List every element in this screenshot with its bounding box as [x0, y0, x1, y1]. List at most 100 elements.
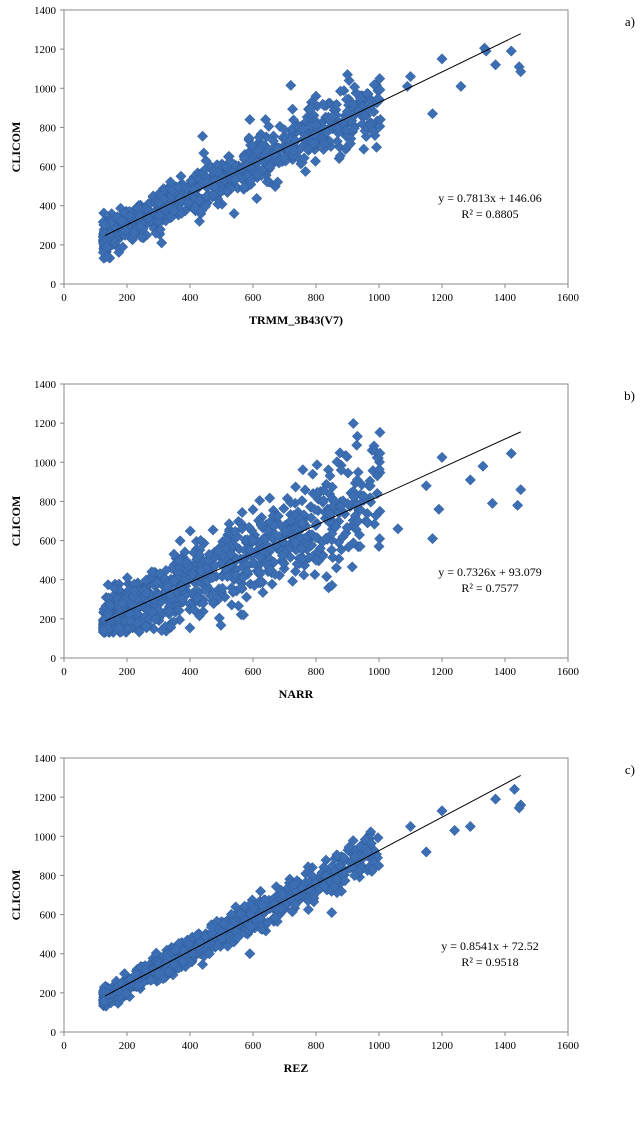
data-point — [154, 210, 166, 222]
x-tick-label: 0 — [61, 292, 67, 304]
x-axis-title: TRMM_3B43(V7) — [249, 313, 343, 327]
data-point — [245, 174, 257, 186]
data-point — [367, 864, 379, 876]
data-point — [343, 74, 355, 87]
data-point — [436, 451, 448, 463]
data-point — [508, 783, 521, 795]
data-point — [348, 870, 361, 882]
data-point — [151, 577, 163, 589]
data-point — [334, 500, 346, 513]
data-point — [371, 470, 383, 482]
data-point — [347, 417, 359, 430]
data-point — [346, 561, 358, 573]
data-point — [351, 474, 363, 486]
panel-label-c: c) — [624, 762, 635, 777]
x-axis-title: REZ — [284, 1061, 309, 1075]
data-point — [199, 584, 211, 596]
data-point — [356, 118, 368, 130]
data-point — [191, 592, 203, 604]
data-point — [433, 503, 445, 515]
data-point — [187, 568, 199, 580]
data-point — [176, 593, 188, 605]
data-point — [244, 114, 256, 126]
y-tick-label: 400 — [40, 949, 57, 961]
data-point — [267, 135, 280, 147]
data-point — [193, 549, 205, 561]
data-point — [489, 793, 502, 805]
y-tick-label: 600 — [40, 910, 57, 922]
data-point — [486, 497, 498, 509]
data-point — [227, 586, 239, 598]
trend-line — [104, 33, 521, 236]
x-tick-label: 800 — [308, 292, 325, 304]
data-point — [374, 114, 386, 126]
data-point — [296, 495, 308, 507]
data-point — [108, 582, 120, 594]
data-point — [318, 880, 330, 892]
data-point — [515, 484, 527, 496]
data-point — [331, 849, 343, 861]
data-point — [298, 152, 310, 164]
x-tick-label: 200 — [119, 1040, 136, 1052]
data-point — [212, 198, 224, 210]
x-tick-label: 600 — [245, 1040, 262, 1052]
y-tick-label: 1000 — [34, 457, 57, 469]
data-point — [101, 241, 113, 253]
y-tick-label: 1200 — [34, 418, 57, 430]
x-tick-label: 1200 — [431, 666, 454, 678]
data-point — [153, 197, 165, 209]
x-tick-label: 800 — [308, 1040, 325, 1052]
data-point — [102, 579, 114, 591]
data-point — [331, 456, 343, 468]
scatter-chart-b: 0 200 400 600 800 1000 1200 1400 1600 0 200 400 600 8… — [0, 374, 643, 748]
data-point — [220, 542, 232, 554]
data-point — [335, 464, 347, 476]
data-point — [174, 535, 186, 547]
data-point — [296, 517, 308, 529]
data-point — [302, 143, 314, 155]
data-point — [262, 525, 274, 537]
data-point — [278, 152, 290, 164]
data-point — [145, 974, 157, 986]
data-point — [278, 502, 290, 515]
data-point — [326, 579, 338, 591]
data-point — [266, 578, 278, 590]
data-point — [477, 460, 489, 472]
data-point — [247, 504, 259, 516]
data-point — [102, 608, 114, 620]
data-point — [146, 606, 158, 618]
data-point — [279, 525, 291, 537]
data-point — [355, 92, 367, 104]
data-point — [351, 439, 363, 451]
data-point — [251, 145, 263, 157]
data-point — [247, 534, 259, 546]
data-point — [156, 625, 168, 637]
data-point — [334, 447, 346, 459]
data-point — [305, 103, 317, 115]
data-point — [298, 569, 310, 581]
y-axis-title: CLICOM — [9, 870, 23, 921]
data-point — [193, 610, 206, 622]
data-point — [344, 137, 356, 150]
data-point — [245, 544, 257, 556]
data-point — [373, 860, 385, 872]
data-point — [426, 533, 439, 545]
scatter-points — [97, 42, 527, 264]
data-point — [225, 548, 237, 560]
data-point — [197, 130, 209, 142]
data-point — [184, 622, 196, 634]
data-point — [182, 938, 194, 950]
data-point — [206, 572, 218, 584]
y-tick-label: 1400 — [34, 753, 57, 765]
data-point — [392, 523, 404, 535]
data-point — [324, 470, 336, 482]
data-point — [264, 564, 276, 576]
data-point — [326, 481, 338, 493]
x-tick-label: 1600 — [557, 1040, 580, 1052]
data-point — [426, 108, 439, 120]
data-point — [285, 893, 297, 905]
y-tick-label: 1200 — [34, 44, 57, 56]
data-point — [244, 161, 256, 173]
data-point — [182, 197, 194, 209]
data-point — [188, 603, 200, 616]
